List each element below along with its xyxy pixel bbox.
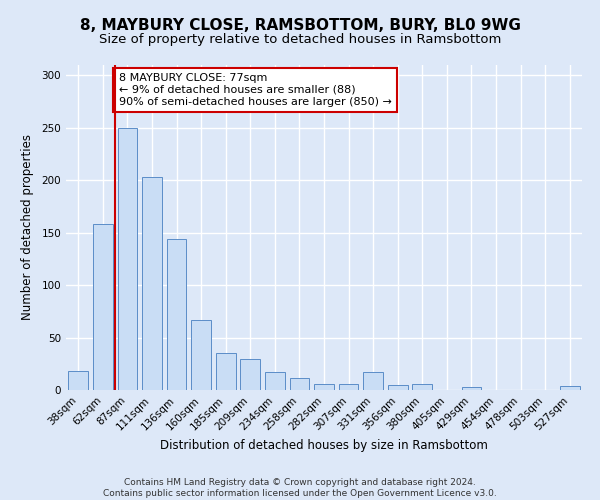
Bar <box>68 371 88 390</box>
Bar <box>118 128 137 390</box>
Bar <box>290 378 309 390</box>
Bar <box>216 354 236 390</box>
Bar <box>93 224 113 390</box>
Bar <box>560 386 580 390</box>
Bar <box>241 358 260 390</box>
Bar <box>412 384 432 390</box>
Bar <box>265 372 284 390</box>
Text: Contains HM Land Registry data © Crown copyright and database right 2024.
Contai: Contains HM Land Registry data © Crown c… <box>103 478 497 498</box>
Bar <box>388 385 407 390</box>
X-axis label: Distribution of detached houses by size in Ramsbottom: Distribution of detached houses by size … <box>160 438 488 452</box>
Bar <box>314 384 334 390</box>
Bar <box>364 372 383 390</box>
Text: 8, MAYBURY CLOSE, RAMSBOTTOM, BURY, BL0 9WG: 8, MAYBURY CLOSE, RAMSBOTTOM, BURY, BL0 … <box>80 18 520 32</box>
Bar <box>142 177 162 390</box>
Bar <box>167 239 187 390</box>
Bar <box>461 387 481 390</box>
Text: 8 MAYBURY CLOSE: 77sqm
← 9% of detached houses are smaller (88)
90% of semi-deta: 8 MAYBURY CLOSE: 77sqm ← 9% of detached … <box>119 74 392 106</box>
Y-axis label: Number of detached properties: Number of detached properties <box>22 134 34 320</box>
Bar <box>339 384 358 390</box>
Text: Size of property relative to detached houses in Ramsbottom: Size of property relative to detached ho… <box>99 32 501 46</box>
Bar <box>191 320 211 390</box>
